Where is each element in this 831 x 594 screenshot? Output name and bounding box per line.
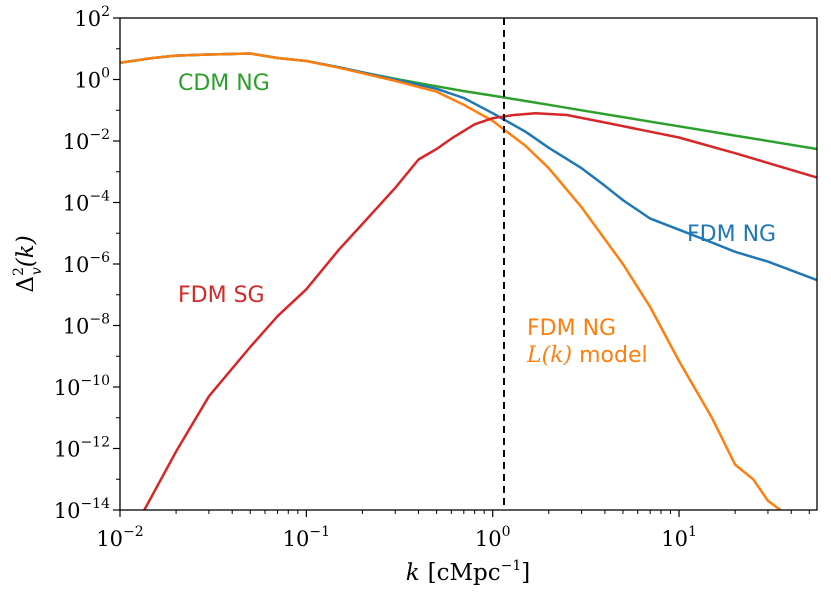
- y-axis-label-arg: (k): [13, 235, 39, 267]
- y-axis-label-sub: v: [29, 267, 45, 275]
- x-tick-label: 10−2: [96, 524, 143, 551]
- y-tick-label: 102: [74, 4, 110, 31]
- series-line-2: [120, 52, 782, 510]
- series-annotation-model: L(k) model: [526, 343, 648, 368]
- y-tick-label: 10−4: [63, 189, 110, 216]
- y-tick-label: 10−6: [63, 250, 110, 277]
- x-tick-label: 10−1: [283, 524, 330, 551]
- series-annotation-3: FDM NG: [527, 316, 616, 341]
- series-annotation-0: CDM NG: [178, 71, 270, 96]
- series-annotation-1: FDM NG: [687, 222, 776, 247]
- y-axis-label-sym: Δ: [13, 276, 39, 293]
- y-tick-label: 10−10: [54, 373, 110, 400]
- y-axis-label: Δ2 v(k): [11, 235, 45, 292]
- x-axis-label-exp: −1: [501, 558, 522, 574]
- y-tick-label: 10−14: [54, 496, 110, 523]
- x-tick-label: 100: [475, 524, 511, 551]
- y-tick-label: 100: [74, 66, 110, 93]
- x-axis-label-units: [cMpc: [428, 560, 501, 586]
- x-axis-label-var: k: [406, 560, 420, 586]
- plot-frame: [119, 17, 818, 511]
- x-tick-label: 101: [661, 524, 697, 551]
- y-tick-label: 10−8: [63, 312, 110, 339]
- x-axis-label: k [cMpc−1]: [406, 558, 531, 586]
- y-tick-label: 10−2: [63, 127, 110, 154]
- series-line-3: [143, 111, 817, 510]
- y-tick-label: 10−12: [54, 435, 110, 462]
- series-annotation-2: FDM SG: [178, 283, 265, 308]
- x-axis-label-close: ]: [521, 560, 530, 586]
- y-axis-label-sup: 2: [11, 267, 27, 276]
